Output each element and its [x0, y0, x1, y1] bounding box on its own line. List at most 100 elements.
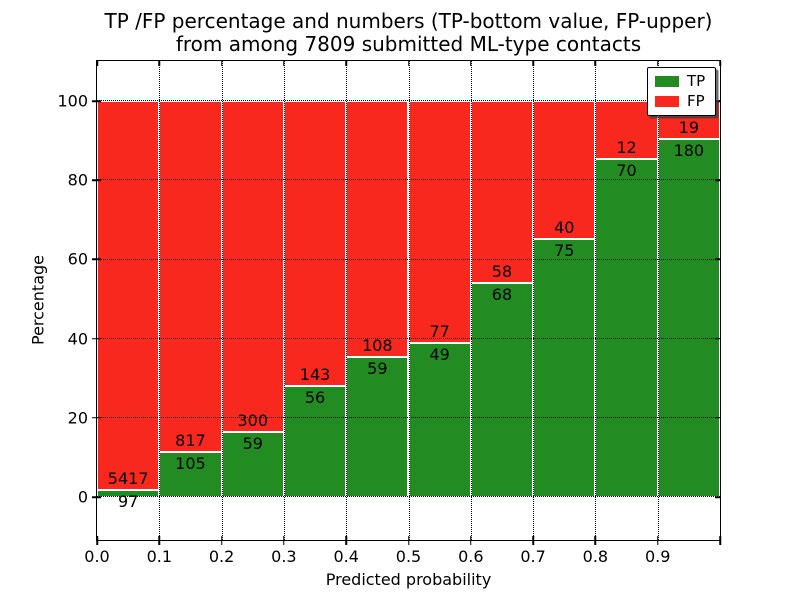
x-tick-label: 0.8: [582, 547, 609, 566]
fp-bar-segment: [221, 101, 284, 433]
x-gridline: [470, 61, 472, 540]
y-tick-label: 40: [67, 329, 88, 349]
legend-label-tp: TP: [687, 72, 706, 90]
bar-group: 58 68: [470, 61, 534, 540]
x-tick-mark: [532, 536, 534, 545]
y-tick-label: 20: [67, 408, 88, 428]
y-tick-label: 80: [67, 170, 88, 190]
fp-bar-segment: [533, 101, 596, 239]
y-gridline: [97, 258, 720, 260]
tp-bar-segment: [346, 357, 409, 498]
tp-count-label: 105: [175, 454, 206, 474]
x-gridline: [283, 61, 285, 540]
tp-count-label: 49: [429, 345, 450, 365]
x-tick-mark: [470, 536, 472, 545]
y-gridline: [97, 337, 720, 339]
bar-group: 77 49: [408, 61, 471, 540]
x-tick-label: 0.5: [395, 547, 422, 566]
x-tick-label: 0.9: [644, 547, 671, 566]
fp-count-label: 77: [429, 322, 450, 342]
legend-label-fp: FP: [687, 92, 705, 110]
legend: TP FP: [647, 67, 716, 116]
y-tick-label: 0: [77, 487, 88, 507]
fp-bar-segment: [346, 101, 409, 358]
x-tick-mark-top: [345, 61, 347, 66]
legend-item-fp: FP: [655, 94, 708, 109]
x-tick-mark-top: [532, 61, 534, 66]
fp-count-label: 40: [554, 217, 575, 237]
y-tick-mark: [92, 496, 101, 498]
fp-count-label: 58: [491, 262, 513, 282]
x-tick-mark-top: [96, 61, 98, 66]
tp-bar-segment: [533, 238, 596, 498]
fp-count-label: 300: [237, 411, 269, 431]
chart-title-line1: TP /FP percentage and numbers (TP-bottom…: [104, 9, 713, 33]
bar-group: 817 105: [159, 61, 222, 540]
x-tick-mark-top: [283, 61, 285, 66]
x-gridline: [221, 61, 223, 540]
x-tick-mark: [719, 536, 721, 545]
x-tick-mark: [158, 536, 161, 545]
y-tick-mark-right: [715, 337, 720, 340]
tp-bar-segment: [283, 385, 347, 498]
x-tick-label: 0.1: [146, 547, 173, 566]
x-tick-mark: [345, 536, 347, 545]
bar-group: 40 75: [533, 61, 596, 540]
x-tick-label: 0.6: [458, 547, 484, 566]
y-tick-mark-right: [715, 100, 720, 102]
y-tick-mark: [92, 417, 101, 419]
x-tick-mark: [96, 536, 98, 545]
fp-count-label: 817: [175, 431, 206, 451]
tp-count-label: 59: [242, 434, 263, 454]
y-tick-label: 60: [67, 249, 88, 269]
bar-group: 5417 97: [97, 61, 160, 540]
chart-title-line2: from among 7809 submitted ML-type contac…: [175, 32, 642, 56]
x-tick-mark: [656, 536, 659, 545]
x-tick-mark: [594, 536, 597, 545]
plot-area: 5417 97 817 105 300 59 143 56 108 59 77 49 58 68 40 75 1…: [57, 60, 721, 589]
fp-count-label: 108: [362, 336, 393, 356]
x-tick-mark: [283, 536, 285, 545]
tp-bar-segment: [408, 343, 471, 498]
bar-group: 108 59: [346, 61, 409, 540]
fp-count-label: 19: [678, 117, 700, 137]
x-tick-label: 0.7: [520, 547, 546, 566]
bar-group: 19 180: [657, 61, 720, 540]
y-tick-mark-right: [715, 179, 720, 181]
y-axis-label: Percentage: [28, 254, 48, 346]
x-gridline: [533, 61, 535, 540]
x-tick-mark-top: [656, 61, 659, 66]
x-tick-label: 0.2: [208, 547, 235, 566]
tp-count-label: 68: [491, 285, 513, 305]
y-tick-mark-right: [715, 496, 720, 498]
tp-count-label: 180: [673, 140, 705, 160]
y-tick-mark: [92, 258, 101, 261]
x-gridline: [346, 61, 348, 540]
x-tick-mark-top: [407, 61, 410, 66]
x-gridline: [408, 61, 410, 540]
tp-count-label: 97: [117, 492, 139, 512]
tp-bar-segment: [470, 283, 534, 498]
y-tick-label: 100: [57, 91, 88, 111]
fp-bar-segment: [408, 101, 471, 344]
fp-bar-segment: [283, 101, 347, 386]
y-gridline: [97, 416, 720, 418]
tp-bar-segment: [657, 138, 720, 498]
fp-count-label: 143: [299, 364, 331, 384]
y-tick-mark: [92, 337, 101, 340]
x-tick-label: 0.3: [271, 547, 297, 566]
tp-count-label: 75: [554, 240, 575, 260]
y-tick-mark-right: [715, 417, 720, 419]
y-gridline: [97, 179, 720, 181]
x-axis-label: Predicted probability: [325, 570, 492, 589]
bar-group: 143 56: [283, 61, 347, 540]
fp-bar-segment: [470, 101, 534, 284]
tp-count-label: 56: [304, 387, 326, 407]
x-gridline: [595, 61, 597, 540]
tp-count-label: 70: [616, 160, 637, 180]
x-gridline: [657, 61, 659, 540]
x-gridline: [159, 61, 161, 540]
y-tick-mark-right: [715, 258, 720, 261]
fp-count-label: 12: [616, 137, 637, 157]
